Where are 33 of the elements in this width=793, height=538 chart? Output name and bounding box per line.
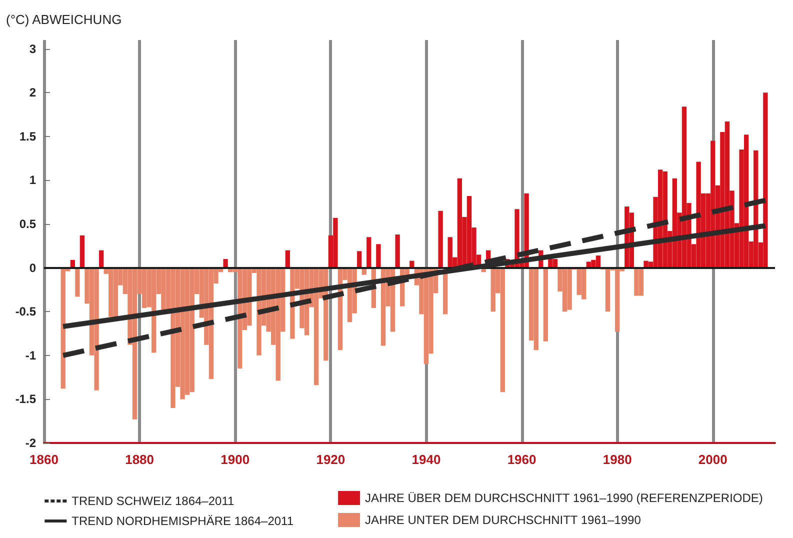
y-tick-label: -1 bbox=[25, 348, 36, 362]
x-tick-label: 1900 bbox=[220, 452, 250, 467]
bar bbox=[438, 210, 443, 268]
x-tick-label: 1920 bbox=[316, 452, 346, 467]
y-tick-label: 3 bbox=[29, 42, 36, 56]
bar bbox=[366, 237, 372, 268]
y-tick-label: 1 bbox=[29, 173, 36, 188]
bar bbox=[376, 244, 381, 268]
y-tick-label: 2 bbox=[29, 86, 36, 100]
x-tick-label: 1960 bbox=[507, 452, 536, 467]
legend-label: TREND NORDHEMISPHÄRE 1864–2011 bbox=[72, 514, 294, 528]
bar bbox=[285, 250, 290, 268]
bar bbox=[75, 268, 80, 297]
x-tick-label: 1880 bbox=[125, 452, 154, 467]
x-tick-label: 2000 bbox=[698, 452, 728, 467]
y-axis-title: (°C) ABWEICHUNG bbox=[6, 12, 122, 27]
bar bbox=[98, 250, 104, 268]
bar bbox=[356, 251, 362, 268]
y-tick-label: 0.5 bbox=[19, 216, 36, 231]
x-tick-label: 1940 bbox=[412, 452, 441, 467]
bar bbox=[543, 268, 548, 342]
legend-label: JAHRE UNTER DEM DURCHSCHNITT 1961–1990 bbox=[365, 513, 642, 527]
x-tick-label: 1980 bbox=[602, 452, 632, 467]
y-tick-label: -1.5 bbox=[15, 392, 36, 406]
y-tick-label: -0.5 bbox=[15, 304, 36, 319]
bar bbox=[80, 235, 85, 268]
legend-label: TREND SCHWEIZ 1864–2011 bbox=[72, 494, 234, 508]
y-tick-label: -2 bbox=[25, 436, 36, 450]
legend-label: JAHRE ÜBER DEM DURCHSCHNITT 1961–1990 (REFERENZPERIODE) bbox=[365, 491, 763, 505]
x-tick-label: 1860 bbox=[30, 452, 58, 467]
bar bbox=[395, 234, 400, 268]
y-tick-label: 1.5 bbox=[19, 129, 36, 144]
y-tick-label: 0 bbox=[29, 260, 36, 275]
